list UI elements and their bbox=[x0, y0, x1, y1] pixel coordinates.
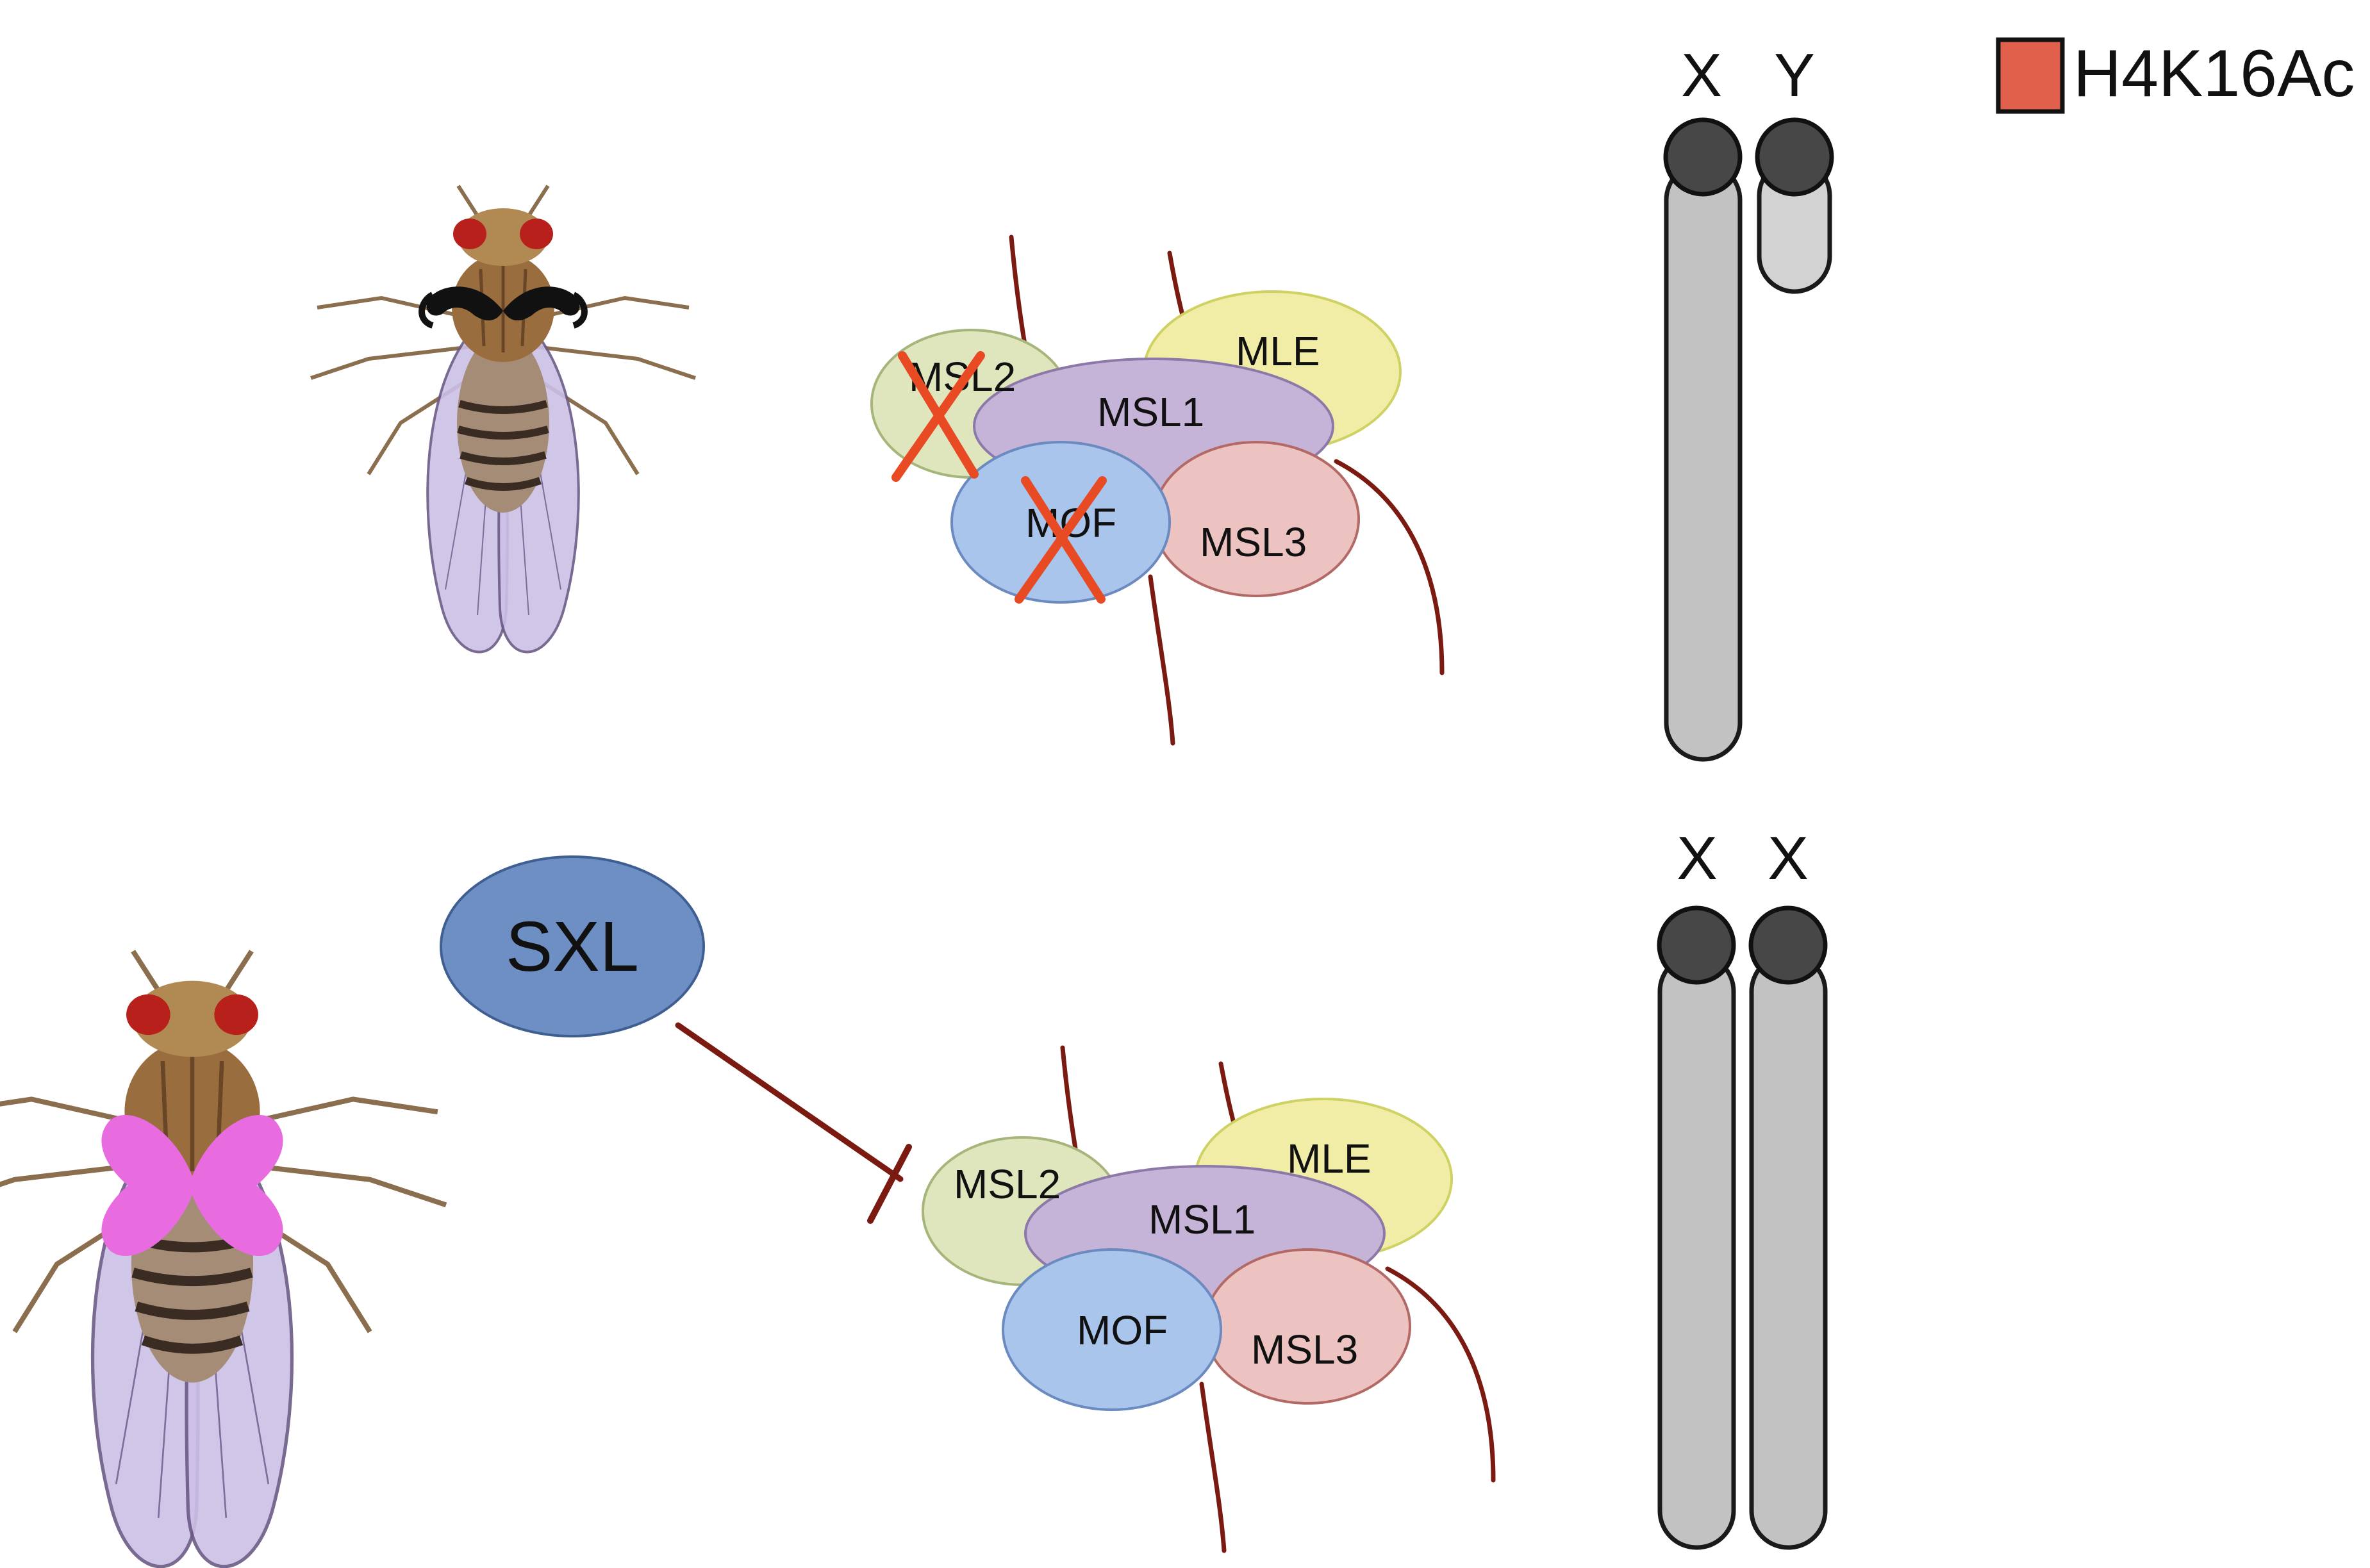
male-msl3-label: MSL3 bbox=[1200, 519, 1307, 565]
female-msl2-label: MSL2 bbox=[954, 1161, 1061, 1207]
female-msl1-label: MSL1 bbox=[1148, 1196, 1255, 1242]
female-mof-label: MOF bbox=[1077, 1307, 1168, 1353]
male-mle-label: MLE bbox=[1236, 328, 1320, 374]
male-msl2-cross-icon bbox=[891, 351, 985, 482]
female-chromosomes: X X bbox=[1657, 824, 1828, 1550]
female-mle-label: MLE bbox=[1287, 1135, 1371, 1182]
female-x-chromosome-2 bbox=[1749, 952, 1828, 1550]
male-x-chromosome bbox=[1664, 161, 1743, 762]
female-msl3-label: MSL3 bbox=[1251, 1326, 1358, 1373]
female-rna-strand-4 bbox=[1385, 1266, 1496, 1483]
sxl-inhibition-line bbox=[675, 1022, 904, 1182]
female-x-chromosome-1 bbox=[1657, 952, 1736, 1550]
male-mof bbox=[950, 441, 1171, 604]
male-rna-strand-4 bbox=[1334, 459, 1445, 675]
female-mof bbox=[1002, 1248, 1222, 1411]
male-fly bbox=[311, 186, 695, 652]
female-rna-strand-3 bbox=[1199, 1382, 1227, 1553]
male-rna-strand-3 bbox=[1148, 574, 1175, 746]
sxl-label: SXL bbox=[506, 907, 639, 986]
male-mof-cross-icon bbox=[1015, 476, 1107, 604]
female-fly bbox=[0, 951, 446, 1566]
heart-bow-icon bbox=[101, 1114, 283, 1257]
female-x-centromere-2 bbox=[1748, 905, 1828, 985]
mustache-icon bbox=[418, 286, 588, 329]
male-x-centromere bbox=[1663, 117, 1743, 197]
sxl-inhibition-bar bbox=[867, 1144, 912, 1224]
female-x-centromere-1 bbox=[1657, 905, 1736, 985]
female-msl-complex: MSL2 MLE MSL1 MOF MSL3 bbox=[922, 1045, 1496, 1553]
sxl-protein bbox=[440, 855, 705, 1037]
male-msl-complex: MSL2 MLE MSL1 MOF MSL3 bbox=[870, 235, 1445, 746]
legend-label: H4K16Ac bbox=[2073, 37, 2355, 111]
male-chromosome-label-1: X bbox=[1681, 41, 1722, 110]
male-chromosomes: X Y bbox=[1663, 41, 1834, 762]
female-chromosome-label-1: X bbox=[1677, 824, 1718, 893]
male-y-centromere bbox=[1755, 117, 1834, 197]
male-msl1-label: MSL1 bbox=[1097, 389, 1204, 435]
female-chromosome-label-2: X bbox=[1768, 824, 1809, 893]
male-chromosome-label-2: Y bbox=[1774, 41, 1815, 110]
legend-swatch bbox=[1996, 37, 2065, 114]
